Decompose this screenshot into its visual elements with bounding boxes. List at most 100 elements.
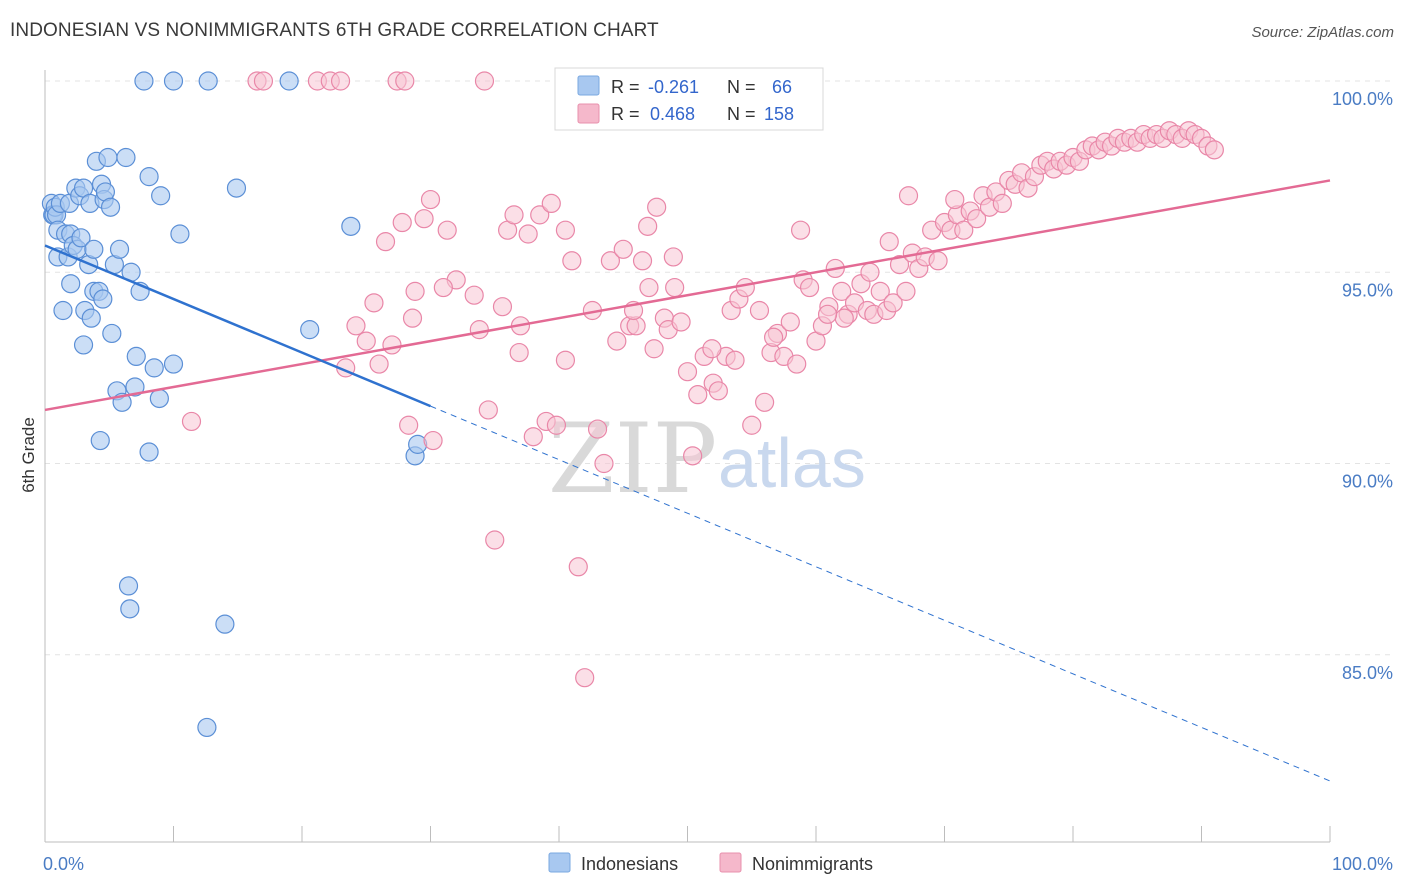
stats-legend-box	[554, 67, 824, 131]
nonimmigrants-point	[749, 300, 770, 321]
watermark-atlas: atlas	[718, 424, 866, 502]
nonimmigrants-point	[954, 220, 974, 240]
nonimmigrants-point	[405, 281, 425, 301]
indonesians-swatch	[577, 75, 600, 96]
y-tick-label: 100.0%	[1332, 89, 1393, 109]
nonimmigrants-point	[253, 71, 274, 91]
nonimmigrants-point	[356, 331, 376, 351]
indonesians-point	[120, 599, 140, 619]
bottom-legend-indonesians-label: Indonesians	[581, 854, 678, 874]
nonimmigrants-point	[530, 205, 550, 225]
y-tick-label: 95.0%	[1342, 280, 1393, 300]
nonimmigrants-point	[555, 220, 576, 240]
nonimmigrants-point	[790, 220, 811, 240]
indonesians-point	[341, 216, 361, 236]
nonimmigrants-point	[369, 354, 389, 374]
trendlines	[44, 179, 1331, 782]
source-label: Source: ZipAtlas.com	[1251, 24, 1394, 41]
chart-title: INDONESIAN VS NONIMMIGRANTS 6TH GRADE CO…	[10, 20, 659, 41]
nonimmigrants-point	[600, 251, 621, 271]
nonimmigrants-point	[780, 312, 800, 332]
nonimmigrants-point	[464, 285, 484, 305]
nonimmigrants-point	[638, 216, 658, 236]
nonimmigrants-point	[860, 262, 880, 282]
nonimmigrants-point	[478, 400, 498, 420]
nonimmigrants-point	[799, 277, 820, 298]
nonimmigrants-point	[754, 392, 775, 412]
nonimmigrants-point	[607, 331, 627, 351]
indonesians-point	[90, 430, 110, 451]
nonimmigrants-point	[832, 281, 852, 301]
nonimmigrants-point	[392, 212, 412, 233]
n-label-1: N =	[727, 77, 756, 97]
nonimmigrants-point	[474, 71, 495, 91]
nonimmigrants-point	[437, 220, 457, 240]
r-label-2: R =	[611, 104, 640, 124]
nonimmigrants-point	[541, 193, 561, 213]
nonimmigrants-point	[485, 530, 505, 550]
nonimmigrants-point	[433, 277, 453, 298]
nonimmigrants-trendline	[44, 179, 1331, 412]
nonimmigrants-point	[1204, 140, 1224, 160]
nonimmigrants-point	[742, 415, 762, 435]
nonimmigrants-point	[632, 251, 653, 271]
nonimmigrants-point	[399, 415, 419, 435]
indonesians-point	[81, 308, 101, 328]
indonesians-point	[61, 274, 81, 294]
indonesians-trendline-extension	[430, 405, 1331, 782]
indonesians-point	[163, 354, 184, 374]
indonesians-trendline	[44, 244, 431, 408]
nonimmigrants-point	[725, 350, 745, 370]
y-axis-title: 6th Grade	[19, 417, 38, 493]
nonimmigrants-point	[644, 339, 664, 359]
nonimmigrants-point	[382, 335, 402, 355]
nonimmigrants-point	[879, 232, 899, 252]
nonimmigrants-points	[181, 71, 1224, 688]
nonimmigrants-point	[787, 354, 807, 374]
indonesians-point	[226, 178, 247, 198]
nonimmigrants-point	[896, 281, 916, 301]
grid	[45, 80, 1393, 656]
nonimmigrants-point	[518, 224, 538, 244]
nonimmigrants-point	[889, 255, 910, 275]
nonimmigrants-point	[898, 186, 919, 206]
nonimmigrants-point	[402, 308, 423, 328]
indonesians-point	[125, 377, 145, 397]
r-value-2: 0.468	[650, 104, 695, 124]
indonesians-point	[139, 167, 159, 187]
r-label-1: R =	[611, 77, 640, 97]
nonimmigrants-point	[702, 339, 722, 359]
bottom-legend-nonimmigrants-label: Nonimmigrants	[752, 854, 873, 874]
nonimmigrants-point	[594, 453, 614, 474]
nonimmigrants-point	[992, 193, 1012, 213]
nonimmigrants-point	[817, 304, 838, 324]
nonimmigrants-point	[375, 232, 396, 252]
nonimmigrants-point	[665, 277, 685, 298]
indonesians-point	[53, 300, 73, 321]
n-value-1: 66	[772, 77, 792, 97]
nonimmigrants-point	[509, 342, 529, 363]
nonimmigrants-point	[688, 385, 708, 405]
nonimmigrants-point	[647, 197, 667, 217]
indonesians-point	[170, 224, 190, 244]
indonesians-point	[151, 186, 171, 206]
indonesians-point	[109, 239, 130, 259]
indonesians-point	[163, 71, 184, 91]
indonesians-point	[279, 71, 299, 91]
nonimmigrants-point	[575, 668, 595, 688]
nonimmigrants-point	[883, 293, 903, 313]
nonimmigrants-point	[181, 411, 202, 432]
indonesians-point	[300, 320, 320, 340]
indonesians-point	[215, 614, 235, 634]
nonimmigrants-point	[945, 189, 965, 210]
nonimmigrants-point	[677, 362, 698, 382]
nonimmigrants-point	[395, 71, 415, 91]
y-tick-label: 85.0%	[1342, 663, 1393, 683]
indonesians-point	[116, 147, 136, 168]
nonimmigrants-point	[967, 209, 987, 229]
indonesians-point	[98, 147, 118, 168]
n-label-2: N =	[727, 104, 756, 124]
nonimmigrants-point	[870, 281, 890, 301]
stats-legend: R = -0.261 N = 66 R = 0.468 N = 158	[554, 67, 824, 131]
